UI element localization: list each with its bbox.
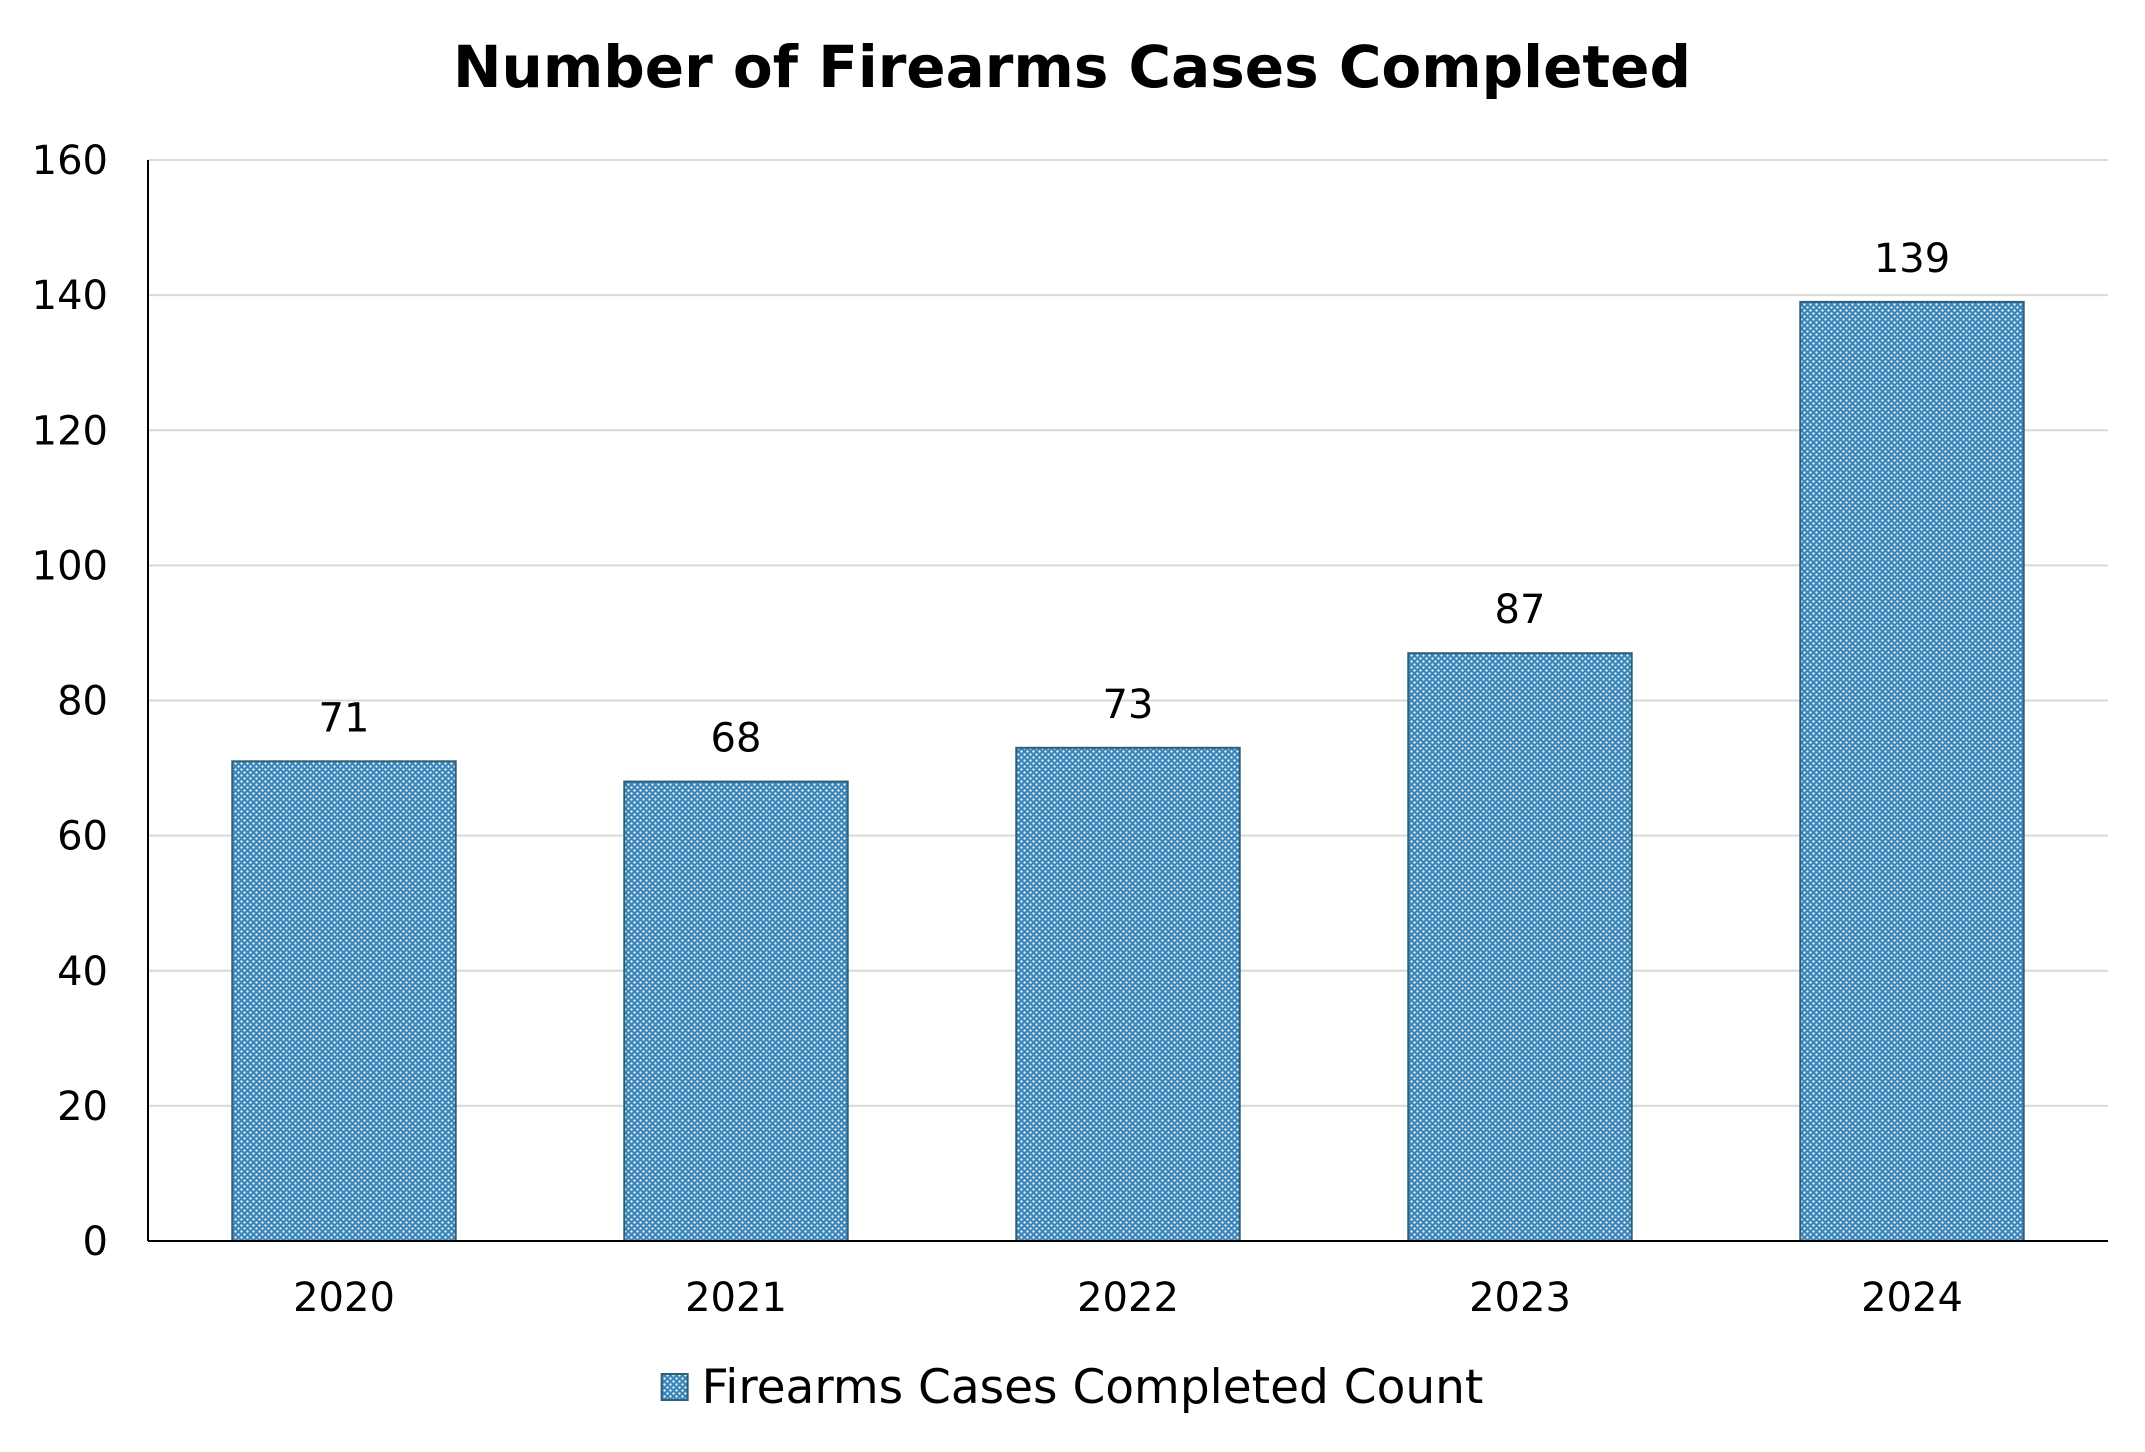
- bar-2021: [623, 780, 849, 1242]
- data-label: 71: [319, 695, 370, 741]
- data-label: 73: [1103, 682, 1154, 728]
- y-tick-label: 0: [83, 1219, 108, 1265]
- legend-swatch: [660, 1373, 689, 1401]
- y-tick-label: 80: [57, 679, 108, 725]
- y-tick-label: 60: [57, 814, 108, 860]
- bar-2022: [1015, 746, 1241, 1242]
- y-tick-label: 160: [32, 138, 108, 184]
- bars: [231, 300, 2025, 1243]
- x-tick-label: 2024: [1861, 1275, 1963, 1321]
- x-tick-label: 2022: [1077, 1275, 1179, 1321]
- legend-label: Firearms Cases Completed Count: [702, 1360, 1484, 1415]
- x-tick-label: 2021: [685, 1275, 787, 1321]
- y-tick-label: 40: [57, 949, 108, 995]
- x-axis: 2020 2021 2022 2023 2024: [148, 1240, 2108, 1321]
- bar-2024: [1799, 300, 2025, 1243]
- y-tick-label: 100: [32, 543, 108, 589]
- legend: Firearms Cases Completed Count: [660, 1360, 1484, 1415]
- bar-2020: [231, 760, 457, 1243]
- y-tick-label: 120: [32, 408, 108, 454]
- y-tick-label: 20: [57, 1084, 108, 1130]
- y-tick-label: 140: [32, 273, 108, 319]
- data-label: 87: [1495, 587, 1546, 633]
- data-labels: 71 68 73 87 139: [319, 236, 1951, 762]
- chart-title: Number of Firearms Cases Completed: [453, 33, 1691, 101]
- data-label: 139: [1874, 236, 1950, 282]
- x-tick-label: 2020: [293, 1275, 395, 1321]
- x-tick-label: 2023: [1469, 1275, 1571, 1321]
- data-label: 68: [711, 716, 762, 762]
- y-axis: 0 20 40 60 80 100 120 140 160: [32, 138, 149, 1265]
- bar-2023: [1407, 652, 1633, 1242]
